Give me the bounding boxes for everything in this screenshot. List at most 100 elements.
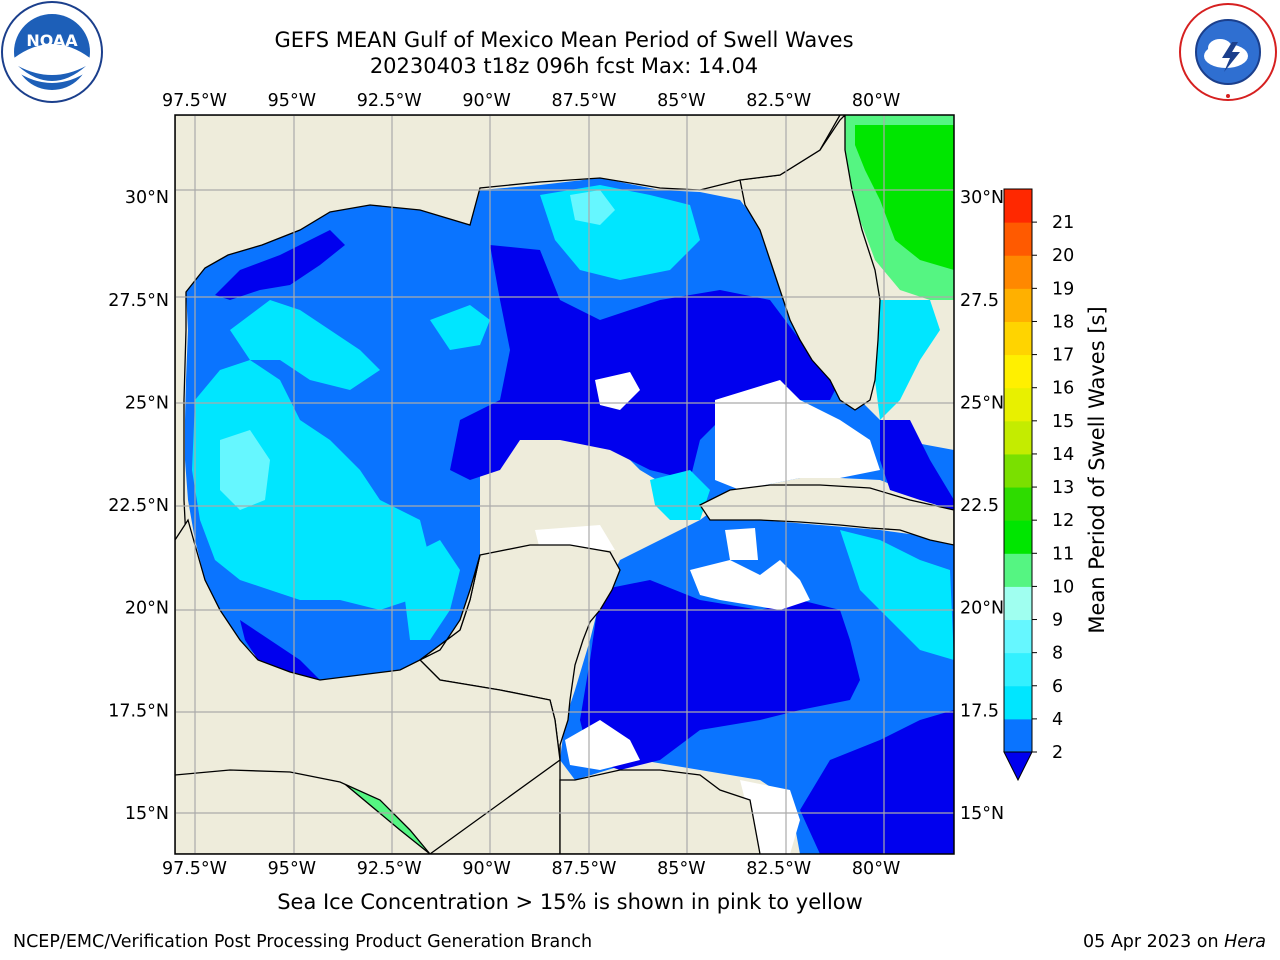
colorbar-segment [1004, 619, 1032, 654]
land-central-america [559, 769, 761, 854]
y-tick-left: 27.5°N [108, 291, 169, 311]
chart-title: GEFS MEAN Gulf of Mexico Mean Period of … [274, 28, 854, 52]
swell-4-6-yuc [650, 470, 710, 520]
y-tick-left: 20°N [125, 599, 169, 619]
x-tick-top: 92.5°W [357, 91, 422, 111]
x-tick-top: 85°W [657, 91, 705, 111]
map-gridlines [175, 115, 954, 854]
y-tick-right: 15°N [960, 804, 1004, 824]
land-mexico-west [175, 518, 561, 854]
colorbar-segment [1004, 222, 1032, 256]
colorbar-tick-label: 14 [1052, 445, 1074, 465]
swell-4-6-se [840, 530, 954, 660]
land-cuba [699, 484, 954, 546]
colorbar-segment [1004, 652, 1032, 687]
colorbar-segment [1004, 453, 1032, 488]
colorbar-segment [1004, 553, 1032, 587]
x-tick-bottom: 80°W [852, 859, 900, 879]
colorbar-tick-label: 17 [1052, 346, 1074, 366]
swell-4-6-fl [875, 300, 940, 420]
colorbar-segment [1004, 586, 1032, 621]
y-tick-right: 22.5 [960, 496, 999, 516]
colorbar-segment [1004, 520, 1032, 554]
nodata-gulf-mid [595, 372, 640, 410]
swell-lt2-west [215, 230, 345, 300]
nodata-carib1 [690, 560, 810, 610]
svg-text:NOAA: NOAA [26, 31, 78, 50]
y-tick-left: 22.5°N [108, 496, 169, 516]
nodata-gulf-se [715, 380, 880, 490]
y-tick-right: 25°N [960, 393, 1004, 413]
x-tick-top: 82.5°W [746, 91, 811, 111]
y-tick-right: 27.5 [960, 291, 999, 311]
colorbar-tick-label: 6 [1052, 677, 1063, 697]
y-tick-left: 15°N [125, 804, 169, 824]
swell-6-8-ne [570, 190, 615, 225]
colorbar-tick-label: 11 [1052, 544, 1074, 564]
y-tick-right: 17.5 [960, 701, 999, 721]
colorbar-segment [1004, 189, 1032, 223]
colorbar-label: Mean Period of Swell Waves [s] [1085, 306, 1109, 633]
colorbar-tick-label: 13 [1052, 478, 1074, 498]
colorbar-tick-label: 2 [1052, 743, 1063, 763]
colorbar-tick-label: 16 [1052, 379, 1074, 399]
colorbar: 2 4 6 8 9 10 11 12 13 14 15 16 17 18 19 20 21 [1003, 188, 1074, 782]
swell-10-11-fl [855, 125, 954, 270]
x-tick-bottom: 87.5°W [551, 859, 616, 879]
colorbar-tick-label: 12 [1052, 511, 1074, 531]
colorbar-segment [1004, 718, 1032, 753]
y-tick-right: 20°N [960, 599, 1004, 619]
swell-4-6-west [192, 360, 430, 610]
x-tick-top: 95°W [268, 91, 316, 111]
x-tick-top: 97.5°W [162, 91, 227, 111]
colorbar-segment [1004, 420, 1032, 455]
colorbar-extend-arrow [1003, 751, 1033, 782]
y-tick-left: 25°N [125, 393, 169, 413]
swell-lt2-sw [240, 620, 320, 680]
x-tick-bottom: 97.5°W [162, 859, 227, 879]
colorbar-tick-label: 21 [1052, 213, 1074, 233]
colorbar-tick-label: 15 [1052, 412, 1074, 432]
x-tick-top: 87.5°W [551, 91, 616, 111]
x-tick-top: 80°W [852, 91, 900, 111]
colorbar-segment [1004, 354, 1032, 389]
nodata-sabd [725, 528, 758, 560]
swell-4-6-s [400, 540, 460, 640]
colorbar-tick-label: 20 [1052, 246, 1074, 266]
colorbar-tick-label: 10 [1052, 577, 1074, 597]
colorbar-segment [1004, 288, 1032, 322]
x-tick-bottom: 95°W [268, 859, 316, 879]
swell-6-8-w [220, 430, 270, 510]
colorbar-tick-label: 18 [1052, 312, 1074, 332]
y-tick-right: 30°N [960, 188, 1004, 208]
colorbar-segment [1004, 321, 1032, 356]
colorbar-segment [1004, 255, 1032, 289]
footer-date-text: 05 Apr 2023 on [1083, 932, 1225, 952]
x-tick-top: 90°W [462, 91, 510, 111]
nws-logo [1178, 2, 1278, 102]
swell-lt2-caribbean [580, 580, 860, 770]
x-tick-bottom: 82.5°W [746, 859, 811, 879]
y-tick-left: 17.5°N [108, 701, 169, 721]
swell-4-6-mid [430, 305, 490, 350]
colorbar-tick-label: 8 [1052, 644, 1063, 664]
colorbar-segment [1004, 685, 1032, 720]
x-tick-bottom: 85°W [657, 859, 705, 879]
swell-4-6-nw [230, 300, 380, 390]
x-tick-bottom: 92.5°W [357, 859, 422, 879]
colorbar-segment [1004, 387, 1032, 422]
colorbar-tick-label: 4 [1052, 710, 1063, 730]
colorbar-segment [1004, 487, 1032, 521]
colorbar-tick-label: 9 [1052, 611, 1063, 631]
x-tick-bottom: 90°W [462, 859, 510, 879]
land-us-coast [175, 115, 841, 541]
swell-lt2-fl [880, 420, 954, 510]
colorbar-frame [1003, 188, 1033, 753]
colorbar-tick-label: 19 [1052, 279, 1074, 299]
y-tick-left: 30°N [125, 188, 169, 208]
map-frame [174, 114, 955, 855]
noaa-logo: NOAA [1, 1, 103, 103]
land-florida [739, 115, 881, 411]
swell-lt2-se [800, 710, 954, 854]
